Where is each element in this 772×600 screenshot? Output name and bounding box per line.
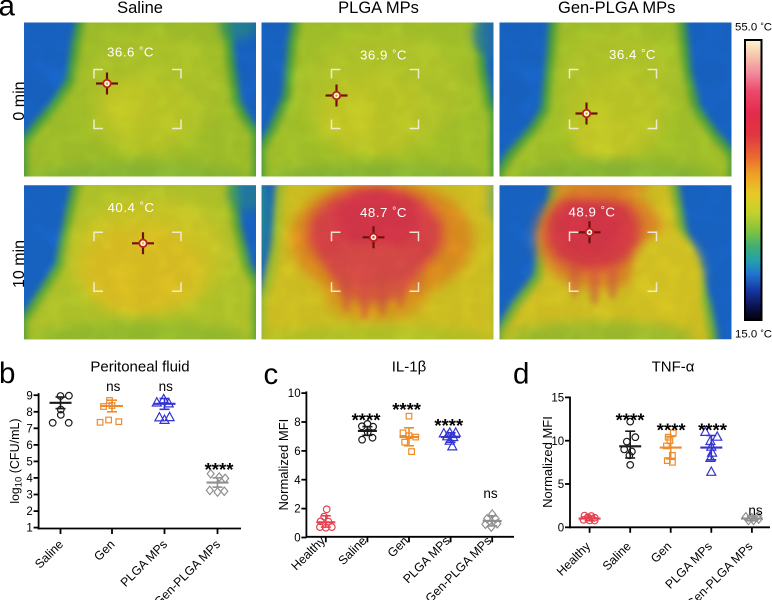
svg-text:Saline: Saline [117,0,163,17]
svg-text:8: 8 [294,417,300,429]
svg-text:36.6 °C: 36.6 °C [107,45,154,60]
svg-text:10: 10 [288,388,301,400]
svg-text:15: 15 [551,393,564,405]
svg-text:Gen-PLGA MPs: Gen-PLGA MPs [558,0,675,17]
svg-text:****: **** [698,420,728,441]
svg-text:40.4 °C: 40.4 °C [108,200,155,215]
svg-text:10: 10 [551,436,564,448]
svg-text:Normalized MFI: Normalized MFI [540,416,555,508]
svg-text:IL-1β: IL-1β [392,359,427,376]
svg-text:48.7 °C: 48.7 °C [360,205,407,220]
svg-text:log10 (CFU/mL): log10 (CFU/mL) [8,418,25,503]
svg-text:10 min: 10 min [11,240,28,288]
svg-text:b: b [0,357,15,390]
svg-text:Peritoneal fluid: Peritoneal fluid [90,359,189,376]
svg-text:****: **** [205,459,235,480]
svg-text:8: 8 [26,407,32,419]
svg-text:2: 2 [26,506,32,518]
svg-text:6: 6 [294,446,300,458]
svg-text:5: 5 [558,479,564,491]
svg-text:7: 7 [26,423,32,435]
svg-text:4: 4 [26,473,33,485]
svg-text:9: 9 [26,390,32,402]
svg-text:2: 2 [294,504,300,516]
svg-text:****: **** [657,420,687,441]
svg-text:TNF-α: TNF-α [652,359,695,376]
svg-text:48.9 °C: 48.9 °C [569,204,616,219]
svg-text:0: 0 [558,522,564,534]
svg-text:****: **** [616,410,646,431]
svg-text:15.0 °C: 15.0 °C [735,328,772,341]
svg-text:0: 0 [294,533,300,545]
svg-text:a: a [0,0,16,23]
svg-text:****: **** [434,415,464,436]
svg-text:d: d [513,358,529,391]
svg-text:36.9 °C: 36.9 °C [360,48,407,63]
svg-text:5: 5 [26,456,32,468]
svg-text:c: c [264,358,279,391]
svg-text:Normalized MFI: Normalized MFI [276,419,291,511]
svg-text:****: **** [392,399,422,420]
svg-text:0 min: 0 min [11,81,28,120]
svg-text:1: 1 [26,523,32,535]
svg-text:4: 4 [294,475,301,487]
svg-text:ns: ns [159,379,174,394]
svg-text:****: **** [352,410,382,431]
svg-text:PLGA MPs: PLGA MPs [338,0,419,17]
svg-text:3: 3 [26,490,32,502]
svg-text:36.4 °C: 36.4 °C [609,47,656,62]
svg-text:ns: ns [748,503,763,518]
svg-text:ns: ns [483,486,498,501]
svg-text:ns: ns [106,379,121,394]
svg-text:6: 6 [26,440,32,452]
svg-text:55.0 °C: 55.0 °C [735,21,772,34]
